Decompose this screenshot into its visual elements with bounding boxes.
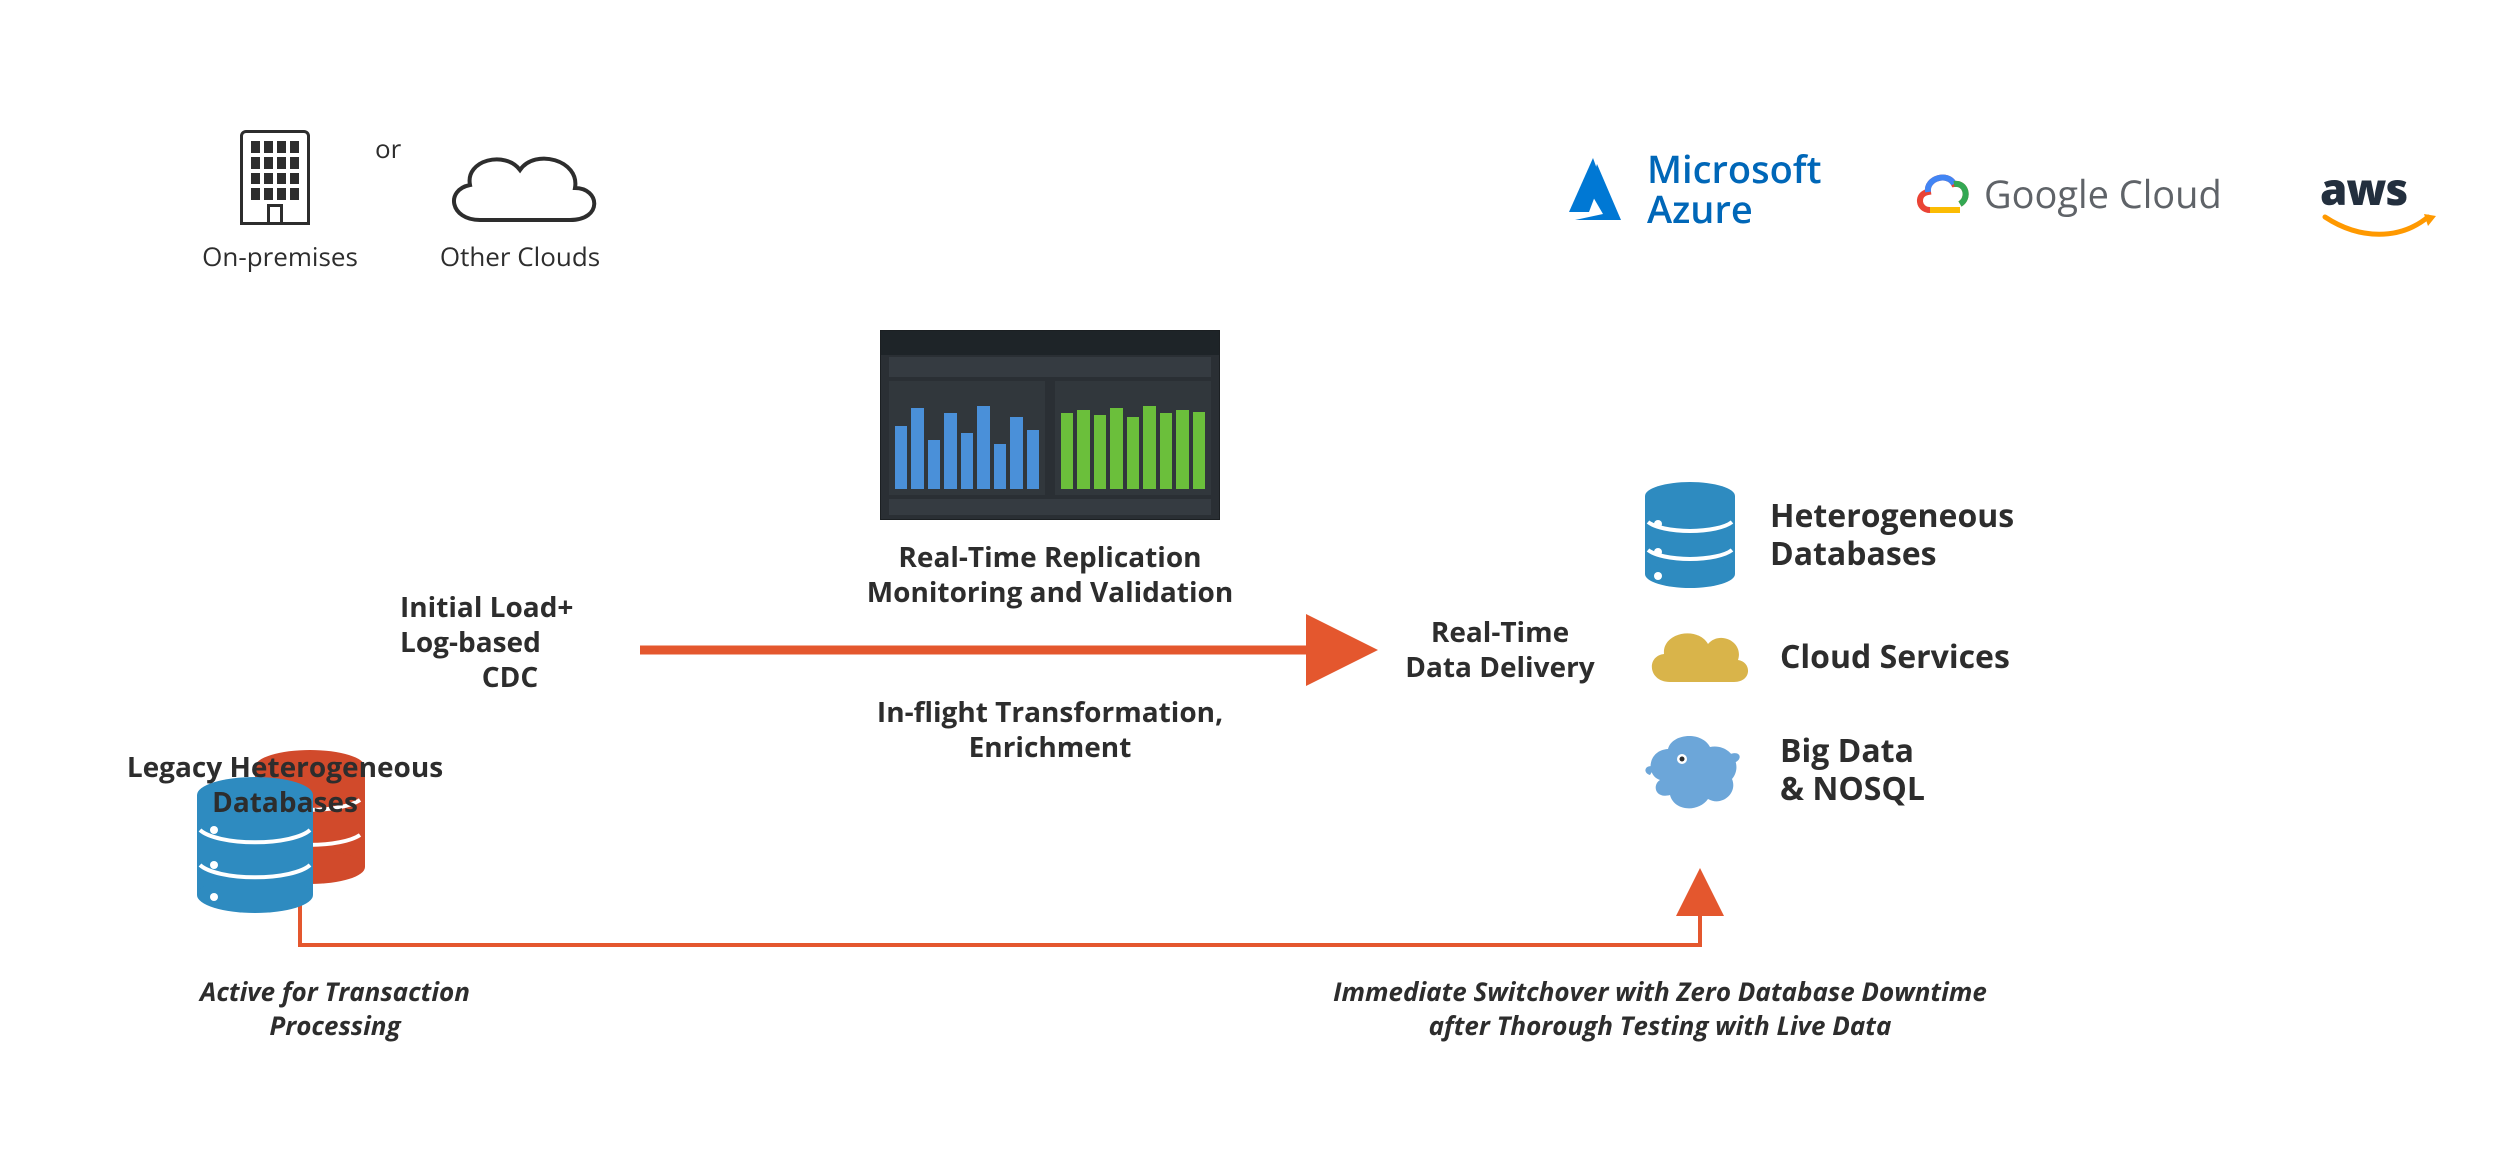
target-db-l2: Databases (1770, 535, 2014, 573)
initial-load-l1: Initial Load+ (400, 590, 620, 625)
initial-load-label: Initial Load+ Log-based CDC (400, 590, 620, 695)
inflight-label: In-flight Transformation, Enrichment (830, 695, 1270, 765)
cloud-icon (1640, 620, 1750, 695)
target-row-db: Heterogeneous Databases (1640, 480, 2014, 590)
target-cloud-l1: Cloud Services (1780, 638, 2010, 676)
source-db-title-l1: Legacy Heterogeneous (115, 750, 455, 785)
target-bigdata-l1: Big Data (1780, 732, 1925, 770)
initial-load-l3: CDC (400, 660, 620, 695)
delivery-label: Real-Time Data Delivery (1385, 615, 1615, 685)
target-db-l1: Heterogeneous (1770, 497, 2014, 535)
footer-left-l2: Processing (155, 1009, 515, 1043)
footer-left: Active for Transaction Processing (155, 975, 515, 1043)
elbow-connector (300, 870, 1700, 945)
target-bigdata-l2: & NOSQL (1780, 770, 1925, 808)
source-db-title: Legacy Heterogeneous Databases (115, 750, 455, 820)
footer-left-l1: Active for Transaction (155, 975, 515, 1009)
hadoop-icon (1640, 725, 1750, 815)
initial-load-l2: Log-based (400, 625, 620, 660)
target-row-bigdata: Big Data & NOSQL (1640, 725, 2014, 815)
footer-right-l2: after Thorough Testing with Live Data (1260, 1009, 2060, 1043)
inflight-l1: In-flight Transformation, (830, 695, 1270, 730)
targets-group: Heterogeneous Databases Cloud Services B… (1640, 480, 2014, 845)
target-row-cloud: Cloud Services (1640, 620, 2014, 695)
database-icon (1640, 480, 1740, 590)
footer-right: Immediate Switchover with Zero Database … (1260, 975, 2060, 1043)
source-db-title-l2: Databases (115, 785, 455, 820)
delivery-l2: Data Delivery (1385, 650, 1615, 685)
footer-right-l1: Immediate Switchover with Zero Database … (1260, 975, 2060, 1009)
inflight-l2: Enrichment (830, 730, 1270, 765)
delivery-l1: Real-Time (1385, 615, 1615, 650)
